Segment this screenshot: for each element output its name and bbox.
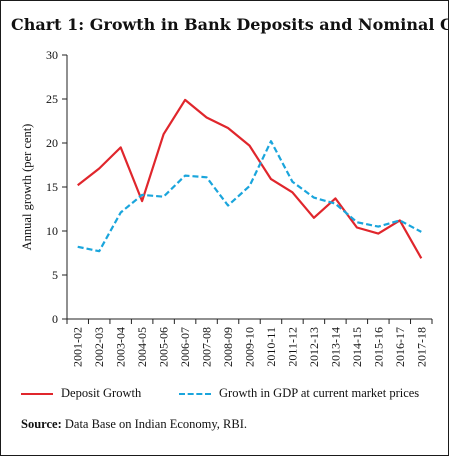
- y-tick-label: 15: [46, 180, 58, 194]
- legend-label-deposit: Deposit Growth: [61, 386, 142, 400]
- y-tick-label: 5: [52, 268, 58, 282]
- source-text: Data Base on Indian Economy, RBI.: [64, 417, 248, 431]
- x-tick-label: 2016-17: [393, 327, 407, 367]
- x-tick-label: 2014-15: [350, 327, 364, 367]
- x-tick-label: 2010-11: [264, 327, 278, 367]
- x-tick-label: 2011-12: [285, 327, 299, 367]
- gdp-growth-line: [77, 140, 422, 253]
- x-tick-label: 2004-05: [135, 327, 149, 367]
- x-tick-label: 2008-09: [221, 327, 235, 367]
- y-axis-ticks: 0 5 10 15 20 25 30: [46, 48, 67, 326]
- x-tick-label: 2006-07: [178, 327, 192, 367]
- x-tick-label: 2005-06: [157, 327, 171, 367]
- x-tick-label: 2015-16: [371, 327, 385, 367]
- x-tick-label: 2007-08: [200, 327, 214, 367]
- x-tick-label: 2012-13: [307, 327, 321, 367]
- legend-swatch-gdp: [179, 392, 211, 395]
- legend: Deposit Growth Growth in GDP at current …: [21, 386, 441, 406]
- x-tick-label: 2009-10: [243, 327, 257, 367]
- y-tick-label: 0: [52, 312, 58, 326]
- x-tick-label: 2002-03: [92, 327, 106, 367]
- chart-title: Chart 1: Growth in Bank Deposits and Nom…: [11, 15, 449, 34]
- x-tick-label: 2013-14: [328, 327, 342, 367]
- source-label: Source:: [21, 417, 62, 431]
- x-tick-label: 2003-04: [114, 327, 128, 367]
- y-tick-label: 30: [46, 48, 58, 62]
- deposit-growth-line: [77, 98, 423, 259]
- legend-item-gdp: Growth in GDP at current market prices: [179, 386, 419, 401]
- legend-item-deposit: Deposit Growth: [21, 386, 141, 401]
- series-lines: [77, 98, 423, 259]
- y-tick-label: 10: [46, 224, 58, 238]
- y-tick-label: 20: [46, 136, 58, 150]
- x-tick-label: 2017-18: [414, 327, 428, 367]
- legend-label-gdp: Growth in GDP at current market prices: [219, 386, 420, 400]
- legend-swatch-deposit: [21, 392, 53, 395]
- x-tick-label: 2001-02: [71, 327, 85, 367]
- source-note: Source: Data Base on Indian Economy, RBI…: [21, 417, 247, 432]
- x-axis-ticks: 2001-02 2002-03 2003-04 2004-05 2005-06 2006-…: [66, 319, 433, 367]
- y-tick-label: 25: [46, 92, 58, 106]
- y-axis-title: Annual growth (per cent): [20, 124, 34, 251]
